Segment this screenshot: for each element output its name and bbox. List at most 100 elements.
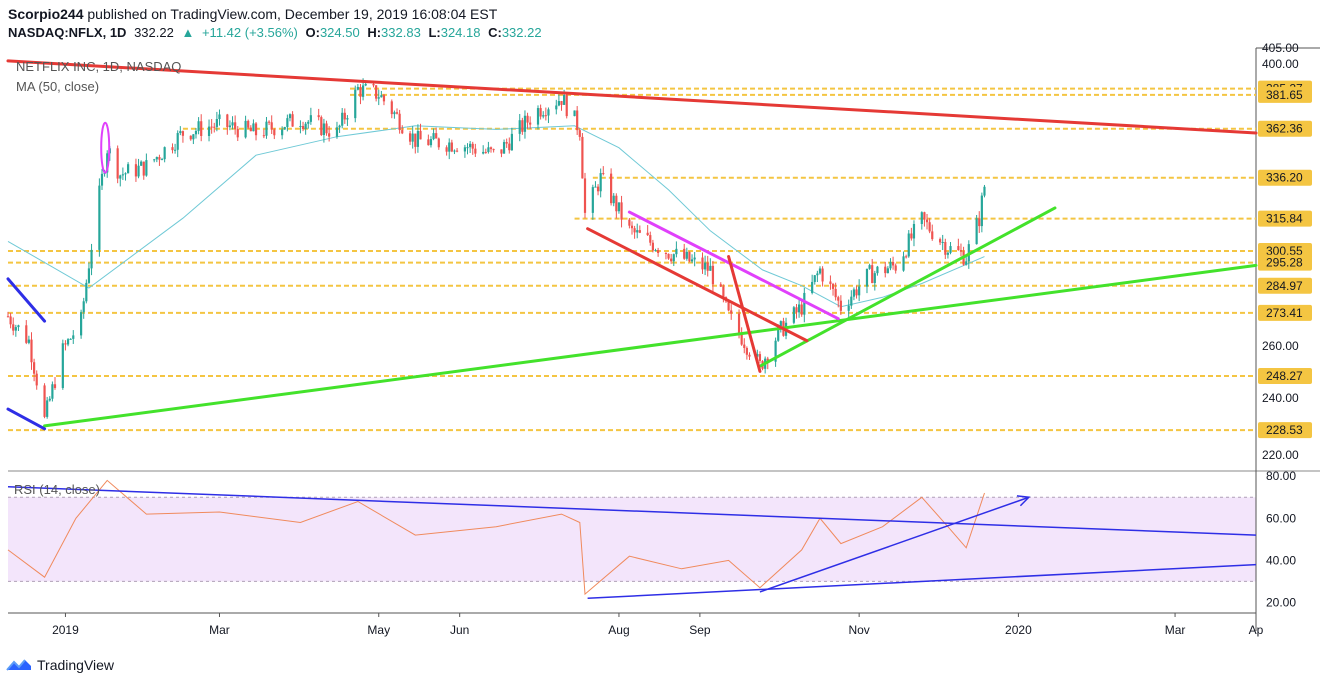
candle-body	[270, 122, 273, 130]
candle-body	[364, 83, 367, 86]
level-label: 284.97	[1266, 279, 1303, 293]
time-tick-label: Nov	[848, 623, 869, 637]
footer-brand[interactable]: TradingView	[37, 657, 115, 673]
candle-body	[711, 265, 715, 285]
candle-body	[435, 133, 438, 139]
candle-body	[158, 157, 161, 160]
candle-body	[894, 265, 897, 271]
rsi-line	[7, 479, 985, 596]
candle-body	[322, 123, 326, 135]
candle-body	[51, 384, 54, 399]
candle-body	[437, 138, 440, 148]
level-label-box	[1258, 254, 1312, 271]
candle-body	[328, 133, 331, 137]
level-label: 315.84	[1266, 212, 1303, 226]
candle-body	[469, 143, 472, 148]
candle-body	[90, 249, 93, 269]
candle-body	[155, 157, 158, 160]
candle-body	[578, 130, 581, 137]
candle-body	[594, 186, 597, 188]
time-tick-label: Aug	[608, 623, 629, 637]
candle-body	[547, 109, 550, 116]
candle-body	[463, 147, 467, 152]
candle-body	[737, 313, 741, 334]
candle-body	[811, 281, 814, 293]
candle-body	[48, 398, 51, 401]
candle-body	[912, 224, 916, 239]
publish-header: Scorpio244 published on TradingView.com,…	[8, 6, 497, 22]
candle-body	[116, 148, 119, 179]
candle-body	[693, 257, 696, 260]
candle-body	[834, 288, 837, 298]
candle-body	[638, 230, 641, 233]
candle-body	[983, 186, 986, 196]
candle-body	[871, 265, 874, 284]
high-value: 332.83	[381, 25, 421, 40]
highlight-ellipse	[100, 121, 111, 174]
time-tick-label: May	[367, 623, 390, 637]
candle-body	[941, 241, 944, 243]
candle-body	[612, 195, 615, 204]
candle-body	[66, 339, 70, 345]
candle-body	[837, 297, 840, 301]
candle-body	[338, 125, 341, 128]
candle-body	[249, 127, 252, 132]
candle-body	[160, 159, 164, 161]
candle-body	[565, 94, 568, 117]
candle-body	[375, 85, 378, 99]
candle-body	[847, 305, 850, 311]
symbol-info: NASDAQ:NFLX, 1D 332.22 ▲ +11.42 (+3.56%)…	[8, 25, 546, 40]
publisher-name[interactable]: Scorpio244	[8, 6, 84, 22]
candle-body	[743, 344, 746, 348]
candle-body	[474, 148, 477, 154]
candle-body	[777, 326, 780, 341]
candle-body	[33, 362, 36, 374]
candle-body	[197, 121, 200, 131]
candle-body	[795, 307, 798, 313]
candle-body	[181, 131, 185, 136]
candle-body	[171, 147, 174, 151]
candle-body	[630, 225, 634, 229]
price-tick-label: 260.00	[1262, 339, 1299, 353]
candle-body	[745, 347, 748, 355]
rsi-tick-label: 80.00	[1266, 469, 1296, 483]
candle-body	[487, 147, 490, 153]
candle-body	[85, 282, 88, 302]
candle-body	[923, 212, 926, 220]
candle-body	[675, 248, 678, 255]
candle-body	[393, 112, 396, 115]
candle-body	[492, 149, 495, 151]
candle-body	[727, 301, 730, 311]
time-tick-label: Mar	[1165, 623, 1186, 637]
candle-body	[502, 142, 506, 154]
level-label-box	[1258, 367, 1312, 384]
candle-body	[299, 126, 302, 128]
trendline-red	[727, 255, 762, 373]
candle-body	[288, 114, 292, 119]
candle-body	[267, 121, 271, 123]
candle-body	[140, 161, 143, 166]
candle-body	[563, 94, 566, 105]
candle-body	[797, 304, 801, 313]
candle-body	[14, 327, 17, 331]
level-label: 300.55	[1266, 244, 1303, 258]
candle-body	[792, 307, 795, 323]
candle-body	[938, 239, 942, 243]
candle-body	[448, 142, 451, 152]
level-label: 381.65	[1266, 88, 1303, 102]
candle-body	[719, 284, 722, 287]
last-price: 332.22	[134, 25, 174, 40]
candle-body	[9, 316, 12, 325]
candle-body	[555, 105, 558, 110]
open-value: 324.50	[319, 25, 360, 40]
candle-body	[27, 339, 30, 343]
candle-body	[377, 97, 380, 99]
candle-body	[670, 258, 673, 262]
level-label-box	[1258, 422, 1312, 439]
candle-body	[489, 147, 493, 150]
candle-body	[620, 202, 623, 220]
candle-body	[236, 128, 239, 138]
candle-body	[484, 151, 487, 153]
candle-body	[445, 147, 448, 152]
